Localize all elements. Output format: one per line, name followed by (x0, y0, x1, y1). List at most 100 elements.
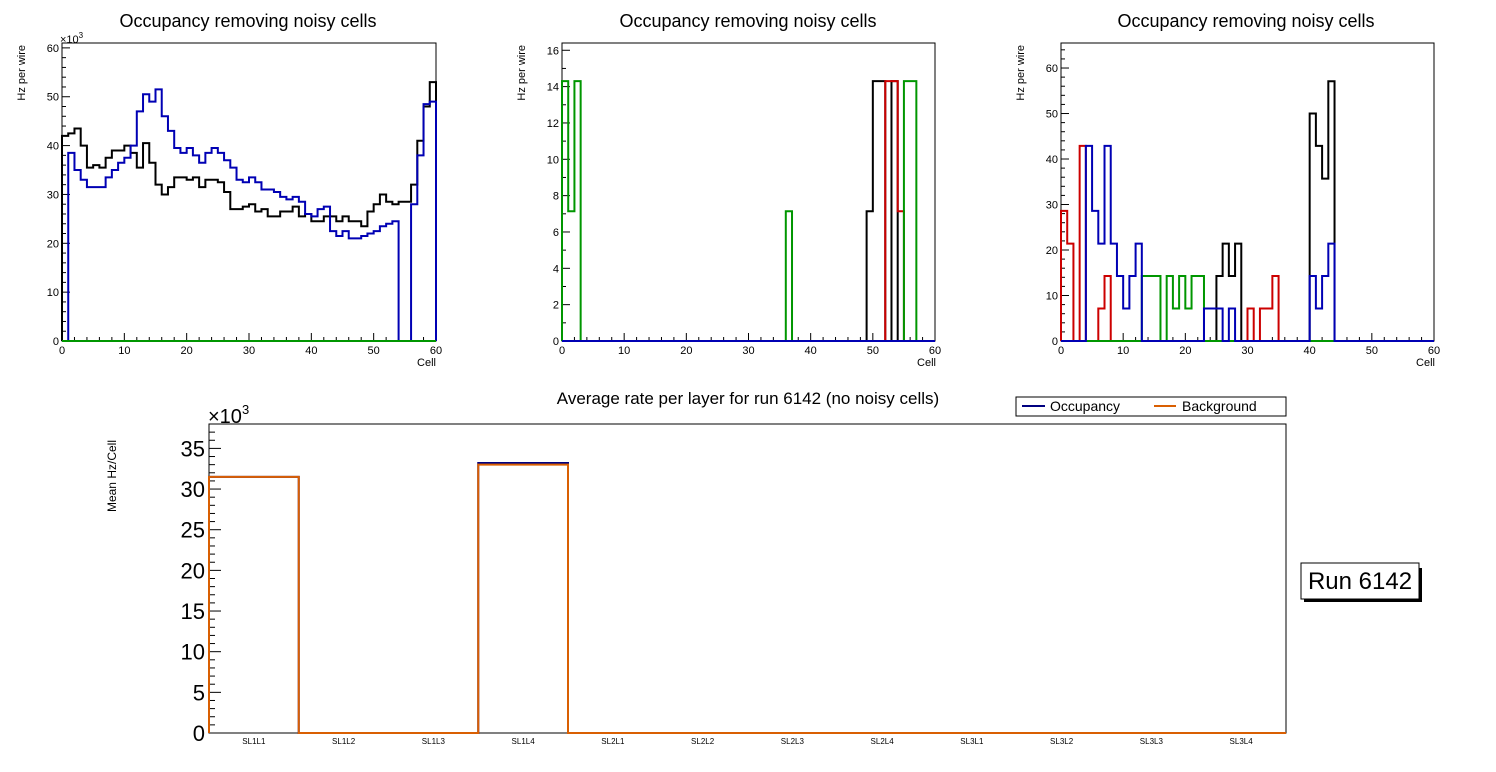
y-tick-label: 20 (47, 238, 59, 250)
y-tick-label: 35 (181, 436, 205, 461)
y-tick-label: 2 (553, 300, 559, 312)
x-tick-label: 50 (867, 345, 879, 357)
y-tick-label: 8 (553, 191, 559, 203)
x-tick-label: 10 (618, 345, 630, 357)
y-tick-label: 10 (547, 154, 559, 166)
average-rate-ylabel: Mean Hz/Cell (105, 440, 119, 512)
average-rate-title: Average rate per layer for run 6142 (no … (557, 389, 939, 408)
occupancy-panel-2: Occupancy removing noisy cells Hz per wi… (516, 11, 941, 369)
occupancy-panel-1: Occupancy removing noisy cells Hz per wi… (16, 11, 442, 369)
y-tick-label: 10 (47, 287, 59, 299)
x-tick-label: 40 (805, 345, 817, 357)
category-label: SL3L4 (1230, 737, 1254, 746)
panel-1-xlabel: Cell (417, 357, 436, 369)
legend-occupancy-label: Occupancy (1050, 398, 1120, 414)
x-tick-label: 60 (1428, 345, 1440, 357)
y-tick-label: 0 (553, 336, 559, 348)
x-tick-label: 60 (430, 345, 442, 357)
panel-2-xlabel: Cell (917, 357, 936, 369)
panel-2-plot-area: 0 10 20 30 40 50 60 0 2 4 6 8 10 12 14 16 (547, 42, 941, 357)
series-black-line (61, 81, 437, 341)
y-tick-label: 4 (553, 263, 559, 275)
run-label-text: Run 6142 (1308, 568, 1412, 595)
average-rate-exponent-power: 3 (242, 402, 249, 417)
category-label: SL3L1 (960, 737, 984, 746)
occupancy-panel-3: Occupancy removing noisy cells Hz per wi… (1015, 11, 1440, 369)
x-tick-label: 30 (1241, 345, 1253, 357)
y-tick-label: 12 (547, 118, 559, 130)
y-tick-label: 10 (1046, 291, 1058, 303)
series-background-line (208, 463, 1286, 734)
y-tick-label: 16 (547, 45, 559, 57)
y-tick-label: 10 (181, 640, 205, 665)
legend-background-label: Background (1182, 398, 1257, 414)
x-tick-label: 50 (1366, 345, 1378, 357)
x-tick-label: 10 (1117, 345, 1129, 357)
y-tick-label: 50 (47, 92, 59, 104)
category-label: SL1L4 (512, 737, 536, 746)
panel-1-title: Occupancy removing noisy cells (119, 11, 376, 31)
panel-3-plot-area: 0 10 20 30 40 50 60 0 10 20 30 40 50 60 (1046, 42, 1440, 357)
panel-1-exponent-power: 3 (79, 31, 84, 40)
category-label: SL2L3 (781, 737, 805, 746)
average-rate-exponent: ×103 (208, 402, 249, 428)
y-tick-label: 50 (1046, 109, 1058, 121)
x-tick-label: 30 (243, 345, 255, 357)
y-tick-label: 40 (1046, 154, 1058, 166)
x-tick-label: 40 (1304, 345, 1316, 357)
x-tick-label: 30 (742, 345, 754, 357)
legend: Occupancy Background (1015, 396, 1287, 417)
category-label: SL1L2 (332, 737, 356, 746)
y-tick-label: 30 (1046, 200, 1058, 212)
panel-3-ylabel: Hz per wire (1015, 45, 1027, 101)
y-tick-label: 20 (181, 558, 205, 583)
panel-2-ylabel: Hz per wire (516, 45, 528, 101)
y-tick-label: 6 (553, 227, 559, 239)
x-tick-label: 50 (368, 345, 380, 357)
y-tick-label: 60 (47, 43, 59, 55)
y-tick-label: 5 (193, 680, 205, 705)
x-tick-label: 0 (559, 345, 565, 357)
y-tick-label: 25 (181, 518, 205, 543)
series-blue-line (1061, 144, 1434, 342)
x-tick-label: 10 (118, 345, 130, 357)
category-label: SL3L2 (1050, 737, 1074, 746)
x-tick-label: 0 (59, 345, 65, 357)
category-label: SL1L1 (242, 737, 266, 746)
category-label: SL1L3 (422, 737, 446, 746)
x-tick-label: 60 (929, 345, 941, 357)
x-tick-label: 0 (1058, 345, 1064, 357)
x-tick-label: 20 (181, 345, 193, 357)
x-tick-label: 20 (1179, 345, 1191, 357)
panel-3-title: Occupancy removing noisy cells (1117, 11, 1374, 31)
average-rate-plot-area: SL1L1 SL1L2 SL1L3 SL1L4 SL2L1 SL2L2 SL2L3 SL2L4… (181, 423, 1287, 746)
run-label-frame (1300, 562, 1420, 600)
y-tick-label: 30 (181, 477, 205, 502)
y-tick-label: 30 (47, 189, 59, 201)
y-tick-label: 0 (193, 721, 205, 746)
panel-1-plot-area: 0 10 20 30 40 50 60 0 10 20 30 40 50 60 (47, 42, 442, 357)
panel-1-exponent-base: ×10 (60, 34, 79, 46)
legend-box (1015, 396, 1287, 417)
y-tick-label: 15 (181, 599, 205, 624)
category-label: SL2L1 (601, 737, 625, 746)
category-label: SL2L2 (691, 737, 715, 746)
y-tick-label: 20 (1046, 245, 1058, 257)
average-rate-panel: Average rate per layer for run 6142 (no … (105, 389, 1287, 746)
category-label: SL3L3 (1140, 737, 1164, 746)
panel-3-xlabel: Cell (1416, 357, 1435, 369)
y-tick-label: 0 (1052, 336, 1058, 348)
panel-2-title: Occupancy removing noisy cells (619, 11, 876, 31)
series-blue-line (62, 88, 437, 342)
panel-1-ylabel: Hz per wire (16, 45, 28, 101)
average-rate-exponent-base: ×10 (208, 406, 242, 428)
y-tick-label: 60 (1046, 63, 1058, 75)
x-tick-label: 40 (305, 345, 317, 357)
category-label: SL2L4 (871, 737, 895, 746)
run-label-box: Run 6142 (1300, 562, 1422, 602)
y-tick-label: 0 (53, 336, 59, 348)
y-tick-label: 14 (547, 82, 559, 94)
y-tick-label: 40 (47, 141, 59, 153)
